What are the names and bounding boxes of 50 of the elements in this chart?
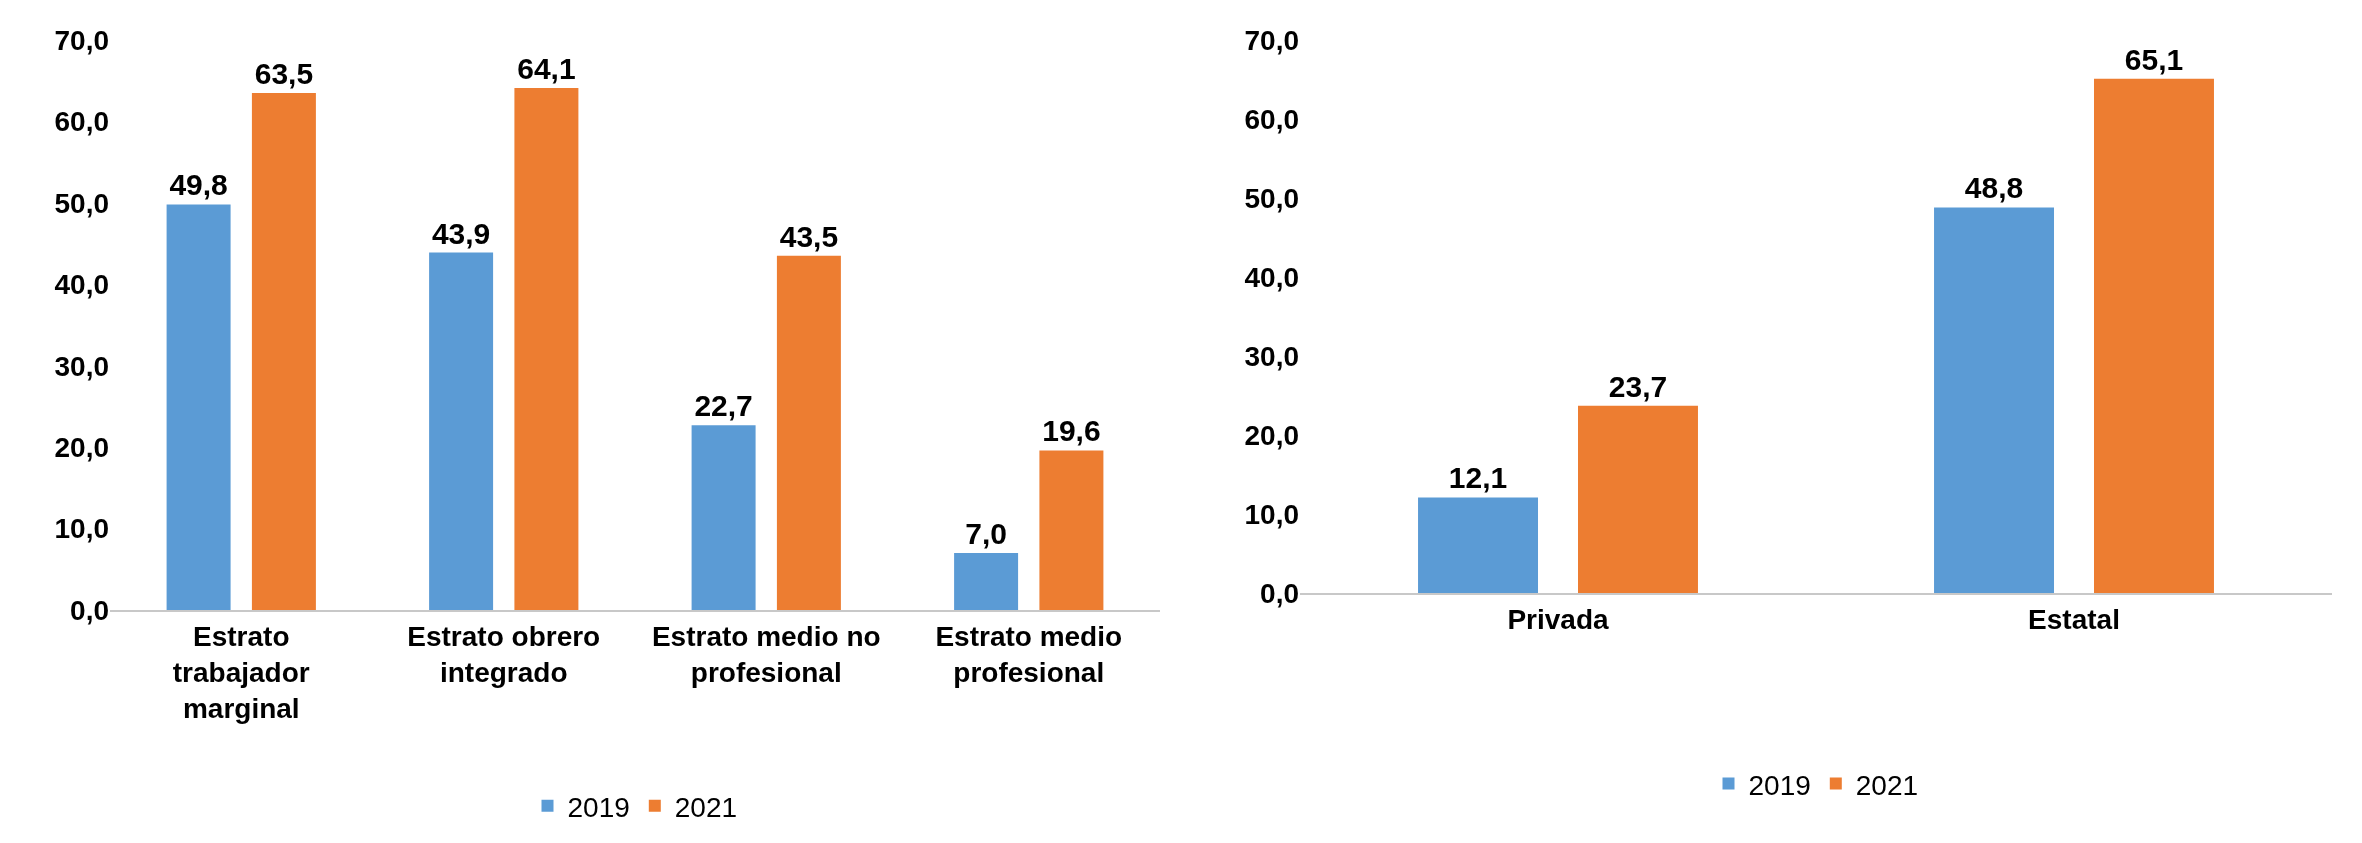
data-label: 43,5 <box>779 219 839 253</box>
data-label: 12,1 <box>1448 461 1508 495</box>
bar <box>166 204 231 610</box>
data-label: 63,5 <box>254 56 314 90</box>
y-tick-label: 30,0 <box>54 350 109 382</box>
x-tick-label: Estrato medio no profesional <box>651 620 881 688</box>
data-label: 23,7 <box>1608 369 1668 403</box>
data-label: 65,1 <box>2124 42 2184 76</box>
bar <box>1934 207 2055 593</box>
data-label: 19,6 <box>1042 414 1101 448</box>
y-tick-label: 0,0 <box>70 594 109 626</box>
y-tick-label: 30,0 <box>1244 340 1299 372</box>
bar <box>776 255 841 610</box>
y-tick-label: 60,0 <box>54 106 109 138</box>
y-tick-label: 20,0 <box>54 431 109 463</box>
data-label: 7,0 <box>965 517 1007 550</box>
data-label: 22,7 <box>694 389 753 423</box>
x-tick-label: Estrato obrero integrado <box>407 620 601 688</box>
y-tick-label: 70,0 <box>1244 24 1299 56</box>
y-tick-label: 10,0 <box>1244 498 1299 530</box>
bar <box>1039 450 1104 610</box>
y-tick-label: 50,0 <box>1244 182 1299 214</box>
bar <box>954 553 1019 610</box>
y-tick-label: 40,0 <box>1244 261 1299 293</box>
bar <box>1418 497 1539 593</box>
data-label: 48,8 <box>1964 171 2024 205</box>
bar <box>251 92 316 610</box>
y-tick-label: 50,0 <box>54 187 109 219</box>
legend-label: 2021 <box>674 791 738 823</box>
y-tick-label: 20,0 <box>1244 419 1299 451</box>
bar <box>514 88 579 610</box>
legend-label: 2019 <box>567 791 630 823</box>
legend-label: 2021 <box>1855 769 1919 801</box>
legend-label: 2019 <box>1748 769 1811 801</box>
x-tick-label: Estrato trabajador marginal <box>172 620 310 725</box>
y-tick-label: 70,0 <box>54 24 109 56</box>
bar <box>691 425 756 610</box>
y-tick-label: 10,0 <box>54 513 109 545</box>
x-tick-label: Privada <box>1507 603 1610 635</box>
bar <box>2094 78 2214 593</box>
bar <box>1578 405 1698 593</box>
y-tick-label: 40,0 <box>54 269 109 301</box>
x-tick-label: Estatal <box>2028 603 2120 635</box>
data-label: 64,1 <box>517 52 576 86</box>
y-tick-label: 0,0 <box>1260 577 1299 609</box>
y-tick-label: 60,0 <box>1244 103 1299 135</box>
x-tick-label: Estrato medio profesional <box>935 620 1123 688</box>
bar <box>429 252 494 610</box>
data-label: 49,8 <box>169 168 228 202</box>
data-label: 43,9 <box>431 216 491 250</box>
